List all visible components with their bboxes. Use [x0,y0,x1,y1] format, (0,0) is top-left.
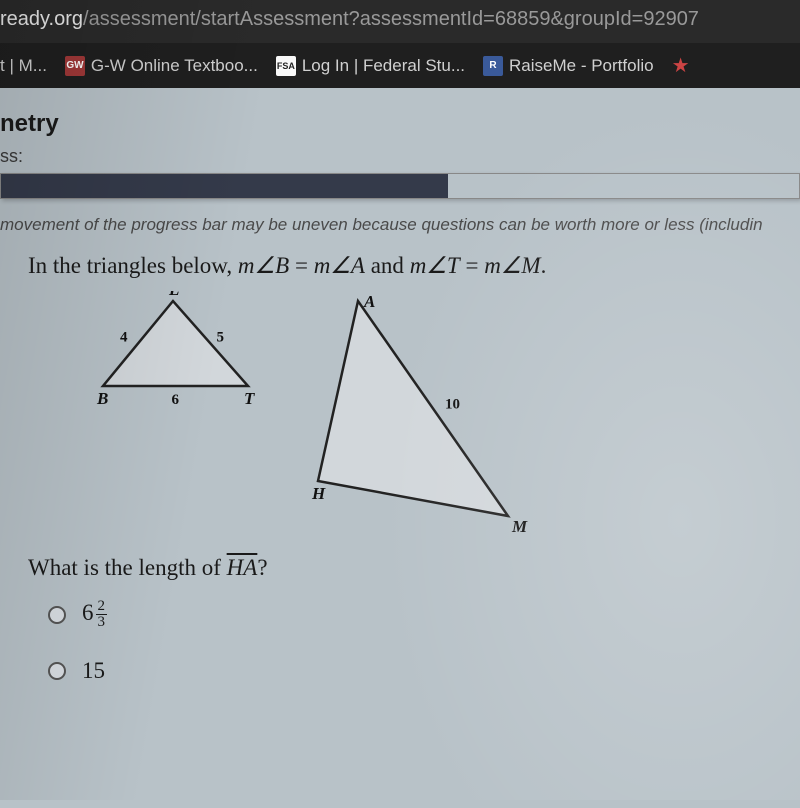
svg-text:10: 10 [445,397,460,413]
bookmark-label: RaiseMe - Portfolio [509,56,654,76]
svg-text:H: H [311,484,326,503]
svg-text:M: M [511,517,528,536]
bookmark-item[interactable]: GW G-W Online Textboo... [65,56,258,76]
bookmark-label: Log In | Federal Stu... [302,56,465,76]
svg-text:5: 5 [217,330,225,346]
gw-icon: GW [65,56,85,76]
triangle-ahm [318,301,508,516]
progress-fill [1,174,448,198]
bookmark-item[interactable]: R RaiseMe - Portfolio [483,56,654,76]
bookmark-item[interactable]: t | M... [0,56,47,76]
svg-text:B: B [96,389,108,408]
option-row[interactable]: 623 [48,599,800,630]
radio-icon[interactable] [48,662,66,680]
svg-text:T: T [244,389,255,408]
sub-question: What is the length of HA? [0,551,800,599]
url-bar[interactable]: ready.org/assessment/startAssessment?ass… [0,0,800,43]
raiseme-icon: R [483,56,503,76]
svg-text:L: L [168,291,179,299]
bookmarks-bar: t | M... GW G-W Online Textboo... FSA Lo… [0,43,800,88]
url-domain: ready.org [0,8,83,30]
svg-text:6: 6 [172,392,180,408]
page-content: netry ss: movement of the progress bar m… [0,88,800,808]
radio-icon[interactable] [48,606,66,624]
triangles-svg: L B T 4 5 6 A H M 10 [48,291,568,541]
svg-text:4: 4 [120,330,128,346]
url-path: /assessment/startAssessment?assessmentId… [83,8,699,30]
bookmark-item[interactable]: FSA Log In | Federal Stu... [276,56,465,76]
fsa-icon: FSA [276,56,296,76]
star-icon[interactable]: ★ [672,53,690,78]
question-stem: In the triangles below, m∠B = m∠A and m∠… [0,249,800,291]
option-row[interactable]: 15 [48,658,800,684]
bookmark-label: G-W Online Textboo... [91,56,258,76]
page-title: netry [0,88,800,146]
progress-hint: movement of the progress bar may be unev… [0,215,800,249]
progress-label: ss: [0,146,800,173]
option-value: 623 [82,599,107,630]
svg-text:A: A [363,292,375,311]
progress-bar [0,173,800,199]
answer-options: 623 15 [0,599,800,684]
bookmark-label: t | M... [0,56,47,76]
triangles-figure: L B T 4 5 6 A H M 10 [0,291,800,551]
option-value: 15 [82,658,105,684]
